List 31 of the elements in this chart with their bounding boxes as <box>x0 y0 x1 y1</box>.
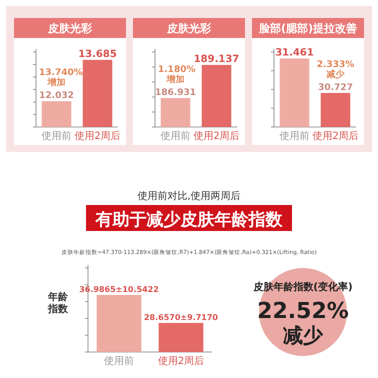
annotation: 1.180% <box>158 65 196 76</box>
x-tick-label: 使用2周后 <box>158 355 204 367</box>
chart-title: 皮肤光彩 <box>47 22 93 35</box>
x-tick-label: 使用前 <box>104 355 134 367</box>
data-label: 189.137 <box>194 54 240 65</box>
data-label: 186.931 <box>155 88 196 98</box>
annotation: 增加 <box>166 74 184 86</box>
chart-subtitle: 使用前对比,使用两周后 <box>137 190 241 202</box>
data-label: 13.685 <box>78 48 117 60</box>
x-tick-label: 使用2周后 <box>312 130 359 142</box>
data-label: 30.727 <box>318 82 353 93</box>
chart-title: 有助于减少皮肤年龄指数 <box>94 210 284 230</box>
x-tick-label: 使用前 <box>42 130 72 142</box>
annotation: 2.333% <box>316 60 354 70</box>
x-tick-label: 使用前 <box>160 130 190 142</box>
annotation: 13.740% <box>39 68 83 78</box>
data-label: 28.6570±9.7170 <box>144 312 218 322</box>
annotation: 减少 <box>326 68 346 80</box>
chart-title: 脸部(腮部)提拉改善 <box>258 22 358 35</box>
data-label: 12.032 <box>39 91 74 102</box>
x-tick-label: 使用前 <box>280 130 310 142</box>
annotation: 增加 <box>46 77 66 88</box>
x-tick-label: 使用2周后 <box>193 130 240 142</box>
data-label: 31.461 <box>275 48 314 59</box>
text: 22.52% <box>257 299 349 324</box>
text: 皮肤年龄指数(变化率) <box>252 281 353 293</box>
text: 减少 <box>283 323 324 347</box>
chart-title: 皮肤光彩 <box>166 22 212 35</box>
y-axis-title: 年龄指数 <box>47 291 69 315</box>
data-label: 36.9865±10.5422 <box>79 284 159 294</box>
x-tick-label: 使用2周后 <box>74 130 121 142</box>
